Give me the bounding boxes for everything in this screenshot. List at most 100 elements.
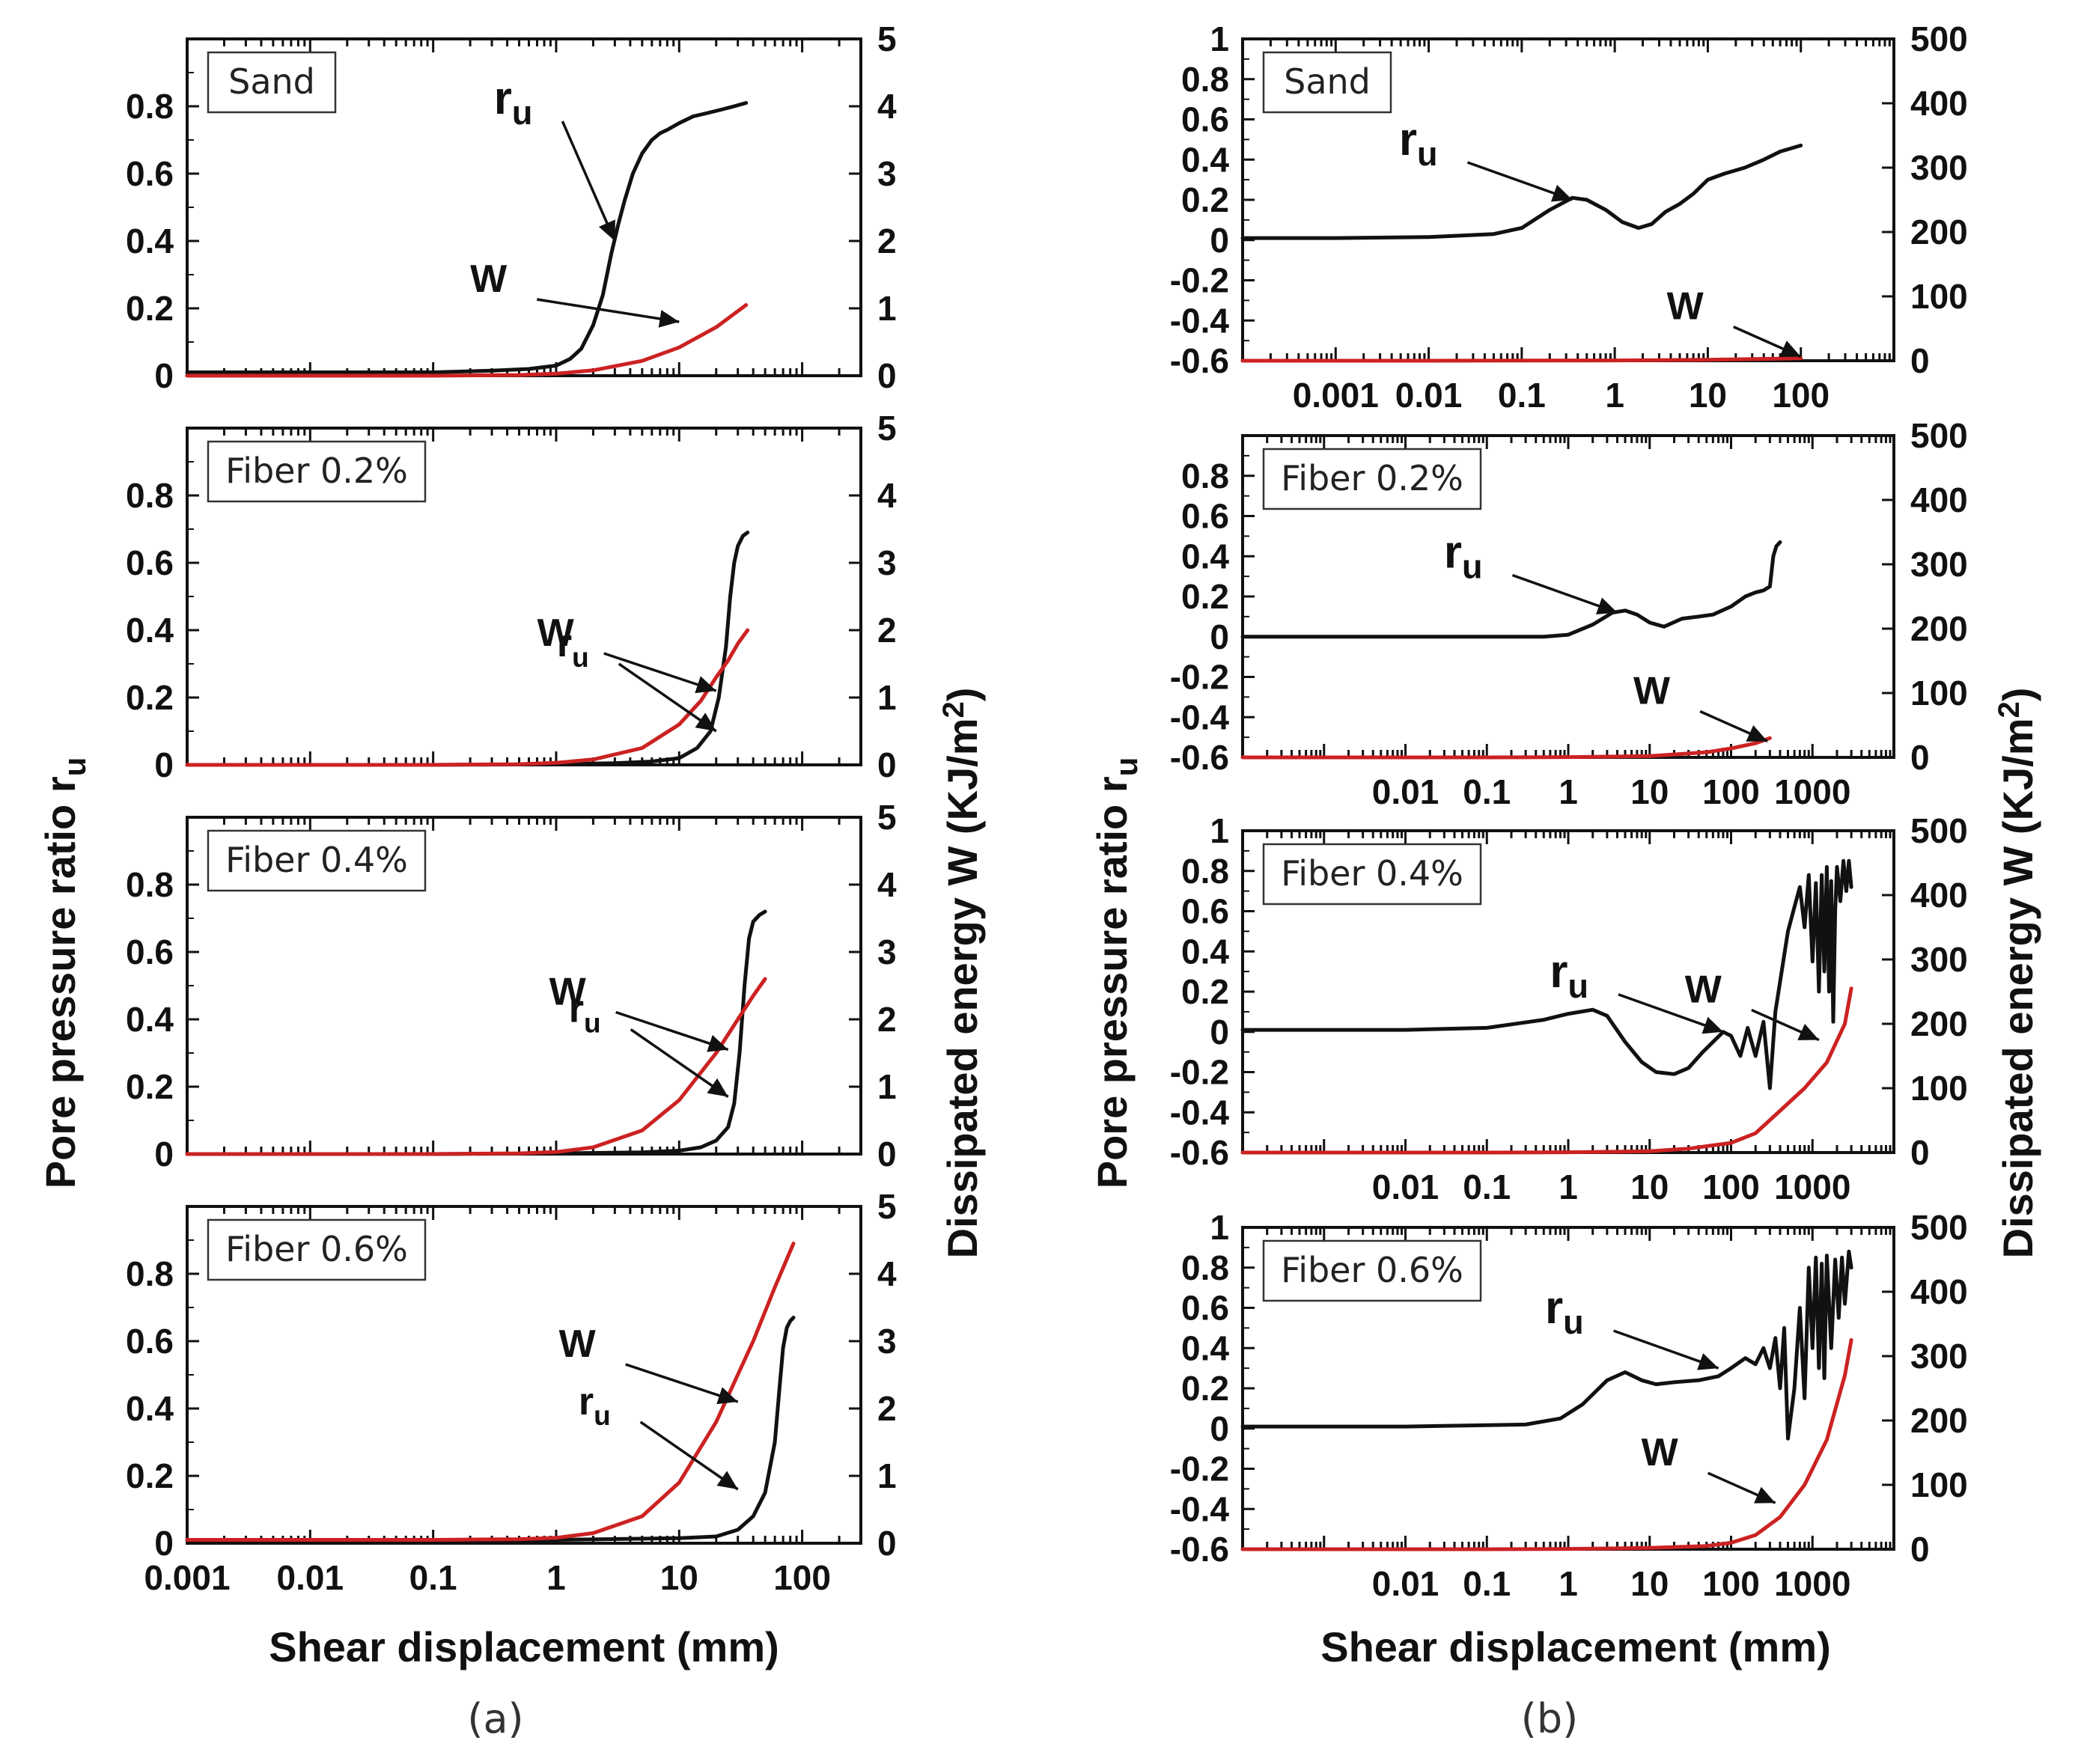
y-right-tick-label: 200 xyxy=(1910,1004,1968,1043)
series-w-line xyxy=(1240,986,1853,1155)
annotation-arrow-line xyxy=(561,120,616,242)
annotation-ru: ru xyxy=(579,1380,611,1431)
annotation-arrow-head xyxy=(1754,1486,1776,1504)
right-ylabel-b-sup: 2 xyxy=(1993,701,2026,718)
annotation-base: r xyxy=(1545,1282,1563,1334)
annotation-arrow-head xyxy=(1595,597,1618,615)
y-left-tick-label: -0.6 xyxy=(1170,1530,1229,1569)
y-right-tick-label: 4 xyxy=(877,865,897,904)
y-left-tick-label: 0.6 xyxy=(126,933,174,971)
y-right-tick-label: 300 xyxy=(1910,1337,1968,1376)
y-left-tick-label: 0 xyxy=(1210,221,1229,260)
x-tick-label: 100 xyxy=(1702,1564,1760,1603)
annotation-arrow-line xyxy=(625,1363,739,1403)
x-tick-label: 10 xyxy=(1689,376,1727,415)
annotation-ru: ru xyxy=(557,622,589,673)
y-left-tick-label: -0.2 xyxy=(1170,261,1229,300)
series-ru-line xyxy=(185,531,750,767)
series-ru-line xyxy=(1240,143,1803,240)
x-tick-label: 1 xyxy=(1559,772,1578,811)
y-left-tick-label: 0.6 xyxy=(126,543,174,582)
annotation-arrow-line xyxy=(603,652,717,692)
y-right-tick-label: 200 xyxy=(1910,609,1968,648)
y-right-tick-label: 400 xyxy=(1910,84,1968,123)
annotation-arrow-head xyxy=(1797,1023,1819,1040)
annotation-w: W xyxy=(537,611,575,655)
x-tick-label: 1000 xyxy=(1774,1564,1850,1603)
x-tick-label: 0.1 xyxy=(1463,1564,1511,1603)
y-right-tick-label: 500 xyxy=(1910,811,1968,850)
y-right-tick-label: 3 xyxy=(877,154,897,193)
annotation-w: W xyxy=(1642,1431,1679,1474)
series-ru-line xyxy=(1240,858,1853,1090)
annotation-base: r xyxy=(579,1380,594,1423)
y-right-tick-label: 3 xyxy=(877,933,897,971)
y-left-tick-label: 0.4 xyxy=(1181,537,1229,576)
annotation-arrow-head xyxy=(1701,1016,1723,1034)
y-right-tick-label: 2 xyxy=(877,611,897,650)
y-left-tick-label: 0.8 xyxy=(126,1254,174,1293)
x-tick-label: 10 xyxy=(1630,1564,1669,1603)
annotation-base: W xyxy=(1685,968,1722,1012)
y-left-tick-label: 0.4 xyxy=(126,1000,174,1039)
x-tick-label: 0.01 xyxy=(1372,772,1439,811)
series-w-line xyxy=(1240,356,1803,363)
y-left-tick-label: 0.4 xyxy=(126,222,174,260)
y-left-tick-label: 0.8 xyxy=(126,87,174,126)
y-right-tick-label: 300 xyxy=(1910,148,1968,187)
annotation-base: W xyxy=(1642,1431,1679,1474)
panel-label-box xyxy=(1262,448,1482,510)
y-left-tick-label: 0.2 xyxy=(1181,180,1229,219)
annotation-arrow-head xyxy=(695,712,716,731)
y-right-tick-label: 5 xyxy=(877,409,897,448)
y-left-tick-label: -0.4 xyxy=(1170,301,1230,340)
annotation-arrow-head xyxy=(707,1078,728,1097)
annotation-sub: u xyxy=(594,1400,611,1431)
x-tick-label: 0.01 xyxy=(277,1558,344,1597)
y-left-tick-label: -0.6 xyxy=(1170,738,1229,777)
series-w-line xyxy=(1240,736,1772,760)
x-tick-label: 100 xyxy=(1772,376,1829,415)
y-left-tick-label: -0.4 xyxy=(1170,1093,1230,1132)
x-tick-label: 0.1 xyxy=(409,1558,457,1597)
x-tick-label: 0.001 xyxy=(144,1558,230,1597)
annotation-arrow-line xyxy=(537,298,680,323)
panel-label: Sand xyxy=(228,61,315,102)
y-right-tick-label: 300 xyxy=(1910,940,1968,979)
y-right-tick-label: 0 xyxy=(1910,1530,1930,1569)
annotation-ru: ru xyxy=(1545,1282,1584,1341)
annotation-w: W xyxy=(1685,968,1722,1012)
y-right-tick-label: 0 xyxy=(1910,341,1930,380)
annotation-w: W xyxy=(559,1322,597,1366)
annotation-arrow-head xyxy=(1550,184,1573,202)
series-ru-line xyxy=(185,909,767,1156)
annotation-arrow-head xyxy=(716,1387,738,1405)
y-right-tick-label: 200 xyxy=(1910,1401,1968,1440)
panel-a-2: 0 0.2 0.4 0.6 0.8 0 1 2 3 4 5 Fiber 0.4% Wru xyxy=(126,798,897,1174)
annotation-base: W xyxy=(1633,670,1671,713)
y-right-tick-label: 4 xyxy=(877,476,897,515)
y-right-tick-label: 3 xyxy=(877,543,897,582)
right-ylabel-a-tail: ) xyxy=(939,688,986,702)
y-right-tick-label: 400 xyxy=(1910,1272,1968,1311)
y-left-tick-label: 0.2 xyxy=(1181,577,1229,616)
y-left-tick-label: 0.8 xyxy=(1181,457,1229,495)
x-tick-label: 1 xyxy=(546,1558,566,1597)
y-right-tick-label: 5 xyxy=(877,1187,897,1226)
y-right-tick-label: 500 xyxy=(1910,416,1968,455)
panel-label-box xyxy=(207,51,337,114)
x-tick-label: 100 xyxy=(773,1558,831,1597)
y-left-tick-label: 0.6 xyxy=(1181,497,1229,536)
x-tick-label: 0.01 xyxy=(1372,1168,1439,1206)
y-left-tick-label: 0.4 xyxy=(126,611,174,650)
annotation-w: W xyxy=(1667,285,1704,329)
x-tick-label: 100 xyxy=(1702,1168,1760,1206)
y-left-tick-label: 1 xyxy=(1210,19,1229,58)
y-left-tick-label: 1 xyxy=(1210,1208,1229,1247)
x-tick-label: 0.1 xyxy=(1498,376,1546,415)
panel-a-1: 0 0.2 0.4 0.6 0.8 0 1 2 3 4 5 Fiber 0.2% Wru xyxy=(126,409,897,784)
series-ru-line xyxy=(1240,1249,1853,1441)
annotation-sub: u xyxy=(584,1008,601,1039)
x-tick-label: 0.01 xyxy=(1395,376,1463,415)
